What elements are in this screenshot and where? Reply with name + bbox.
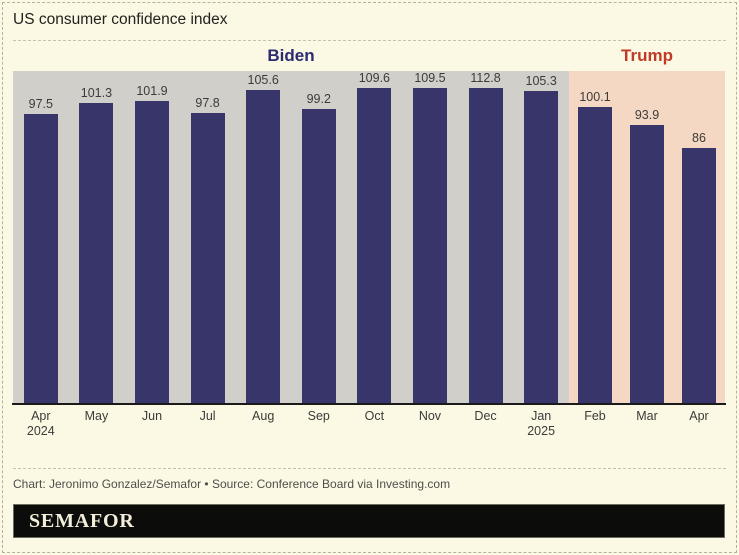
- bar-column-apr: 86: [673, 71, 725, 403]
- x-axis-labels-trump: Feb Mar Apr: [569, 409, 725, 439]
- bar-column-aug: 105.6: [235, 71, 291, 403]
- month-label: Mar: [636, 409, 658, 423]
- month-label: Apr 2024: [26, 409, 55, 438]
- month-label: Sep: [307, 409, 330, 423]
- bar-value-label: 86: [692, 131, 706, 146]
- month-label: Feb: [584, 409, 606, 423]
- bar-column-nov: 109.5: [402, 71, 458, 403]
- x-axis-line: [12, 403, 726, 405]
- trump-period-band: 100.1 93.9 86: [569, 71, 725, 403]
- bar-column-oct: 109.6: [347, 71, 403, 403]
- bar-column-jan-2025: 105.3: [513, 71, 569, 403]
- bar-jun: [134, 101, 169, 403]
- bar-column-jun: 101.9: [124, 71, 180, 403]
- bar-feb: [578, 106, 612, 403]
- bar-mar: [630, 125, 664, 403]
- month-label: Dec: [474, 409, 497, 423]
- bar-apr: [682, 148, 716, 403]
- month-label: Jul: [199, 409, 216, 423]
- bar-jan-2025: [524, 91, 559, 403]
- bar-value-label: 99.2: [306, 92, 331, 107]
- bar-value-label: 112.8: [470, 71, 501, 85]
- bar-jul: [190, 113, 225, 403]
- bar-value-label: 97.5: [28, 97, 53, 112]
- bar-value-label: 97.8: [195, 96, 220, 111]
- title-separator: [13, 40, 726, 41]
- bar-value-label: 105.3: [525, 74, 557, 89]
- bar-column-apr-2024: 97.5: [13, 71, 69, 403]
- chart-credit-line: Chart: Jeronimo Gonzalez/Semafor • Sourc…: [13, 477, 451, 491]
- bar-oct: [357, 88, 392, 403]
- period-labels-row: Biden Trump: [13, 45, 725, 69]
- bar-column-feb: 100.1: [569, 71, 621, 403]
- bar-column-jul: 97.8: [180, 71, 236, 403]
- x-axis-labels-biden: Apr 2024 May Jun Jul Aug Sep Oct Nov Dec Jan 2025: [13, 409, 569, 439]
- bar-sep: [301, 109, 336, 403]
- bar-dec: [468, 88, 503, 403]
- month-label: Apr: [689, 409, 709, 423]
- bar-nov: [412, 88, 447, 403]
- bar-value-label: 105.6: [247, 73, 279, 88]
- bar-chart-plot-area: 97.5 101.3 101.9 97.8 105.6 99.2 109.6 109.5 112…: [13, 69, 725, 403]
- month-label: Jan 2025: [527, 409, 556, 438]
- bar-value-label: 101.3: [80, 86, 113, 101]
- month-label: Jun: [141, 409, 163, 423]
- month-label: May: [84, 409, 109, 423]
- period-label-biden: Biden: [267, 46, 315, 65]
- bar-column-mar: 93.9: [621, 71, 673, 403]
- bar-may: [79, 103, 114, 403]
- period-label-trump: Trump: [621, 46, 673, 65]
- bar-value-label: 101.9: [136, 84, 168, 99]
- bar-column-sep: 99.2: [291, 71, 347, 403]
- month-label: Oct: [364, 409, 385, 423]
- bar-value-label: 109.5: [414, 71, 446, 85]
- bar-apr-2024: [23, 114, 58, 403]
- month-label: Nov: [418, 409, 442, 423]
- month-label: Aug: [252, 409, 275, 423]
- semafor-wordmark: SEMAFOR: [29, 509, 135, 532]
- bar-aug: [246, 90, 281, 403]
- bar-value-label: 93.9: [634, 108, 660, 122]
- bar-column-may: 101.3: [69, 71, 125, 403]
- x-axis-labels-row: Apr 2024 May Jun Jul Aug Sep Oct Nov Dec Jan 2025 F…: [13, 409, 725, 439]
- bar-value-label: 100.1: [579, 89, 611, 104]
- bar-column-dec: 112.8: [458, 71, 514, 403]
- biden-period-band: 97.5 101.3 101.9 97.8 105.6 99.2 109.6 109.5 112…: [13, 71, 569, 403]
- footer-separator: [13, 468, 726, 469]
- bar-value-label: 109.6: [358, 71, 390, 85]
- chart-title: US consumer confidence index: [13, 11, 228, 28]
- semafor-logo-bar: SEMAFOR: [13, 504, 725, 538]
